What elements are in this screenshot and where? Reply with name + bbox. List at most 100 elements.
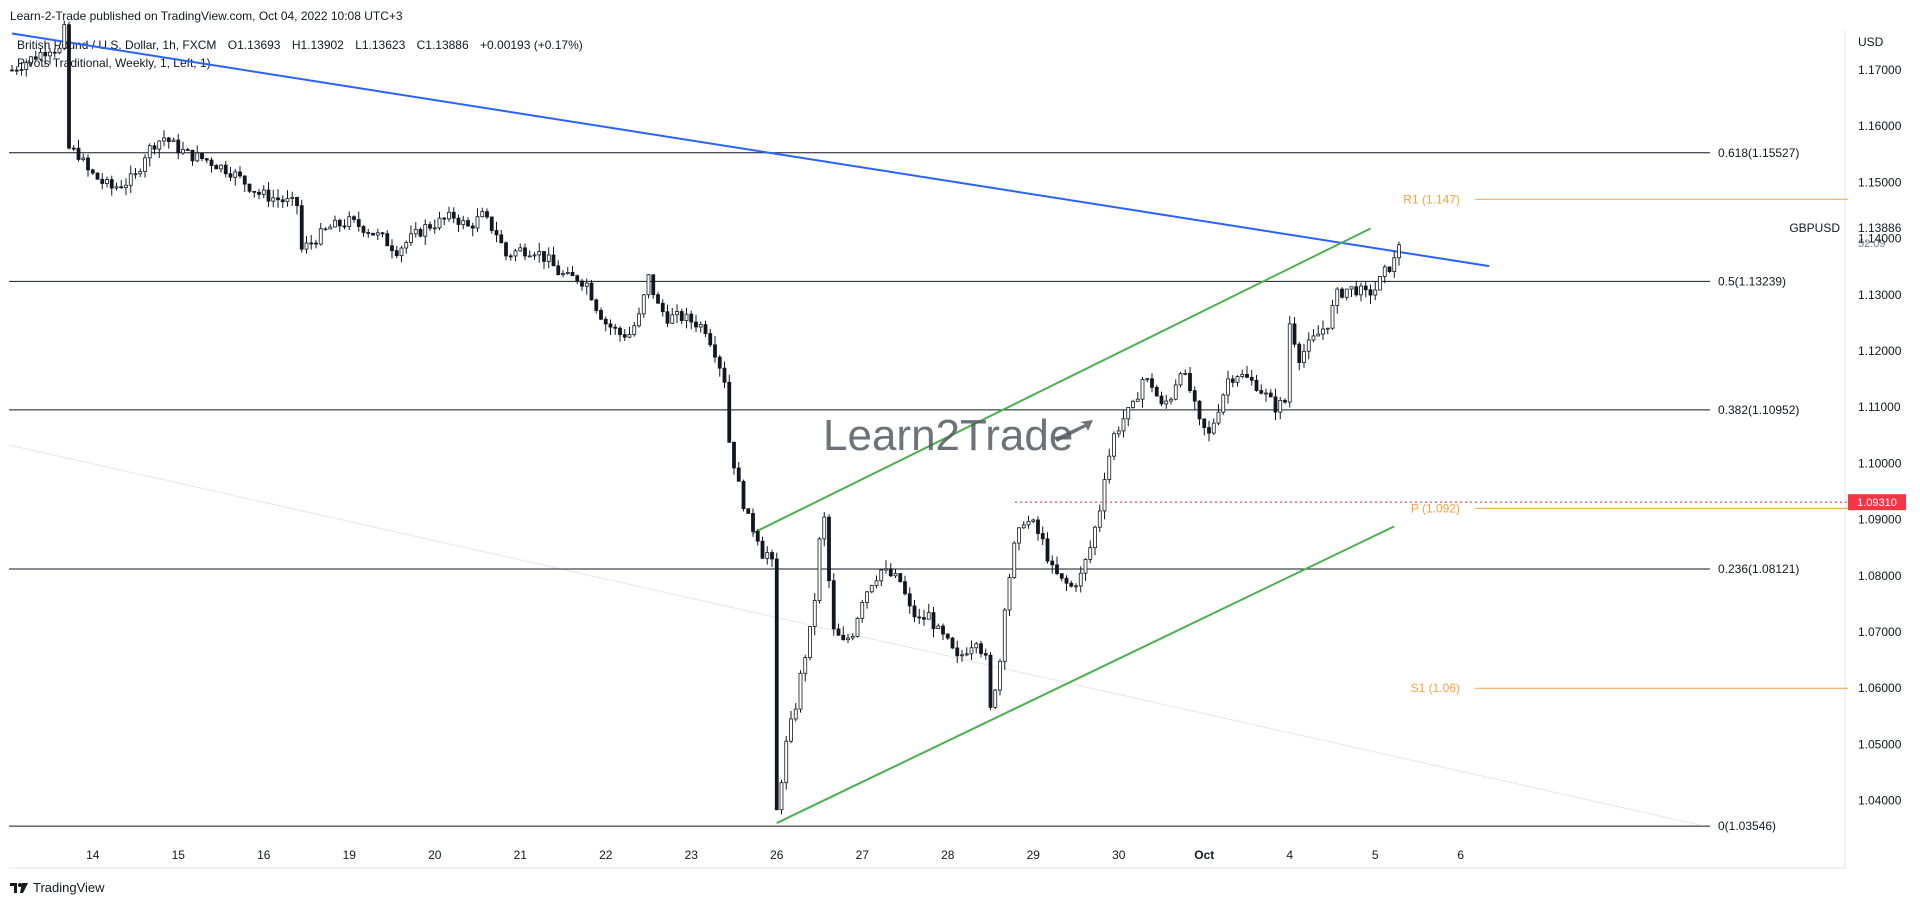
candle-body [86,157,90,171]
candle-body [1264,392,1268,395]
legend-indicator[interactable]: Pivots Traditional, Weekly, 1, Left, 1) [17,56,211,70]
candle-body [855,617,860,637]
x-tick-label: 28 [941,848,955,862]
candle-body [546,254,551,262]
x-tick-label: 29 [1027,848,1041,862]
candle-body [280,199,285,203]
candle-body [366,232,371,234]
candle-body [869,585,874,593]
candle-body [1135,398,1140,402]
candle-body [470,225,475,229]
candle-body [703,324,708,334]
candle-body [1173,384,1178,400]
candle-body [352,216,356,220]
tradingview-logo-icon [10,882,28,893]
candle-body [765,552,770,559]
pivot-level-label: S1 (1.06) [1411,681,1460,695]
candle-body [371,232,375,236]
price-axis[interactable]: 1.17000 1.16000 1.15000 1.14000 1.13000 1.120… [1858,63,1902,808]
x-tick-label: 21 [514,848,528,862]
candle-body [698,324,703,328]
candle-body [523,247,527,257]
candle-body [1254,379,1259,391]
trendline-channel-upper[interactable] [752,227,1371,534]
candle-body [618,327,622,335]
candle-body [143,157,147,172]
candle-body [404,242,409,249]
trendline-descending[interactable] [11,32,1490,268]
fib-level-label: 0.5(1.13239) [1718,274,1786,288]
candle-body [1126,407,1131,420]
fib-level-label: 0.618(1.15527) [1718,146,1799,160]
candle-body [817,538,822,601]
x-tick-label: 26 [770,848,784,862]
candle-body [993,689,998,708]
x-tick-label: 6 [1457,848,1464,862]
candle-body [242,175,247,185]
candle-body [1050,560,1055,566]
candle-body [57,47,62,54]
candle-body [1121,418,1126,432]
candle-body [233,171,238,178]
trendline-channel-lower[interactable] [776,525,1395,824]
candle-body [1378,276,1382,291]
candle-body [485,211,489,218]
candle-body [133,173,138,176]
candle-body [409,233,413,243]
candle-body [1335,288,1340,306]
candle-body [936,625,941,629]
candle-body [774,558,779,811]
candle-body [333,219,337,228]
candle-body [969,647,974,655]
candle-body [1268,392,1273,398]
candle-body [1207,427,1211,434]
candle-body [542,251,546,262]
candle-body [266,189,271,202]
candle-body [214,165,219,170]
legend-low: L1.13623 [355,38,406,52]
candle-body [922,617,926,620]
candle-body [660,302,665,313]
candle-body [499,234,504,244]
y-tick-label: 1.12000 [1858,344,1902,358]
candle-body [570,271,575,277]
candle-body [746,508,751,514]
candle-body [252,190,257,193]
candle-body [413,228,418,235]
candle-body [257,191,261,195]
candle-body [119,186,124,189]
candle-body [779,782,784,811]
legend-open: O1.13693 [227,38,281,52]
tradingview-branding[interactable]: TradingView [10,880,105,895]
y-tick-label: 1.07000 [1858,625,1902,639]
candle-body [1197,400,1202,420]
candle-body [190,149,195,162]
candle-body [1278,399,1283,413]
candle-body [166,137,171,142]
candle-body [822,516,827,540]
symbol-label: GBPUSD [1789,221,1840,235]
candle-body [622,334,627,338]
candle-body [1392,257,1397,272]
axis-labels: USD [1858,35,1884,49]
candle-body [71,147,76,150]
candle-body [1159,395,1164,405]
candle-body [917,616,922,619]
candle-body [157,140,162,150]
trendlines [11,32,1490,824]
last-price-label: 1.13886 [1858,221,1902,235]
candle-body [1202,418,1207,428]
candle-body [1311,335,1316,341]
candle-body [651,274,656,296]
candle-body [1083,558,1088,574]
time-axis[interactable]: 14 15 16 19 20 21 22 23 26 27 28 29 30 Oct 4 5 6 [86,848,1464,862]
candle-body [1316,333,1321,337]
watermark: Learn2Trade [823,411,1093,460]
candle-body [1363,285,1368,291]
candle-body [988,654,993,708]
candle-body [451,211,456,219]
x-tick-label: 5 [1372,848,1379,862]
candle-body [1211,422,1216,434]
candle-body [1240,373,1245,377]
